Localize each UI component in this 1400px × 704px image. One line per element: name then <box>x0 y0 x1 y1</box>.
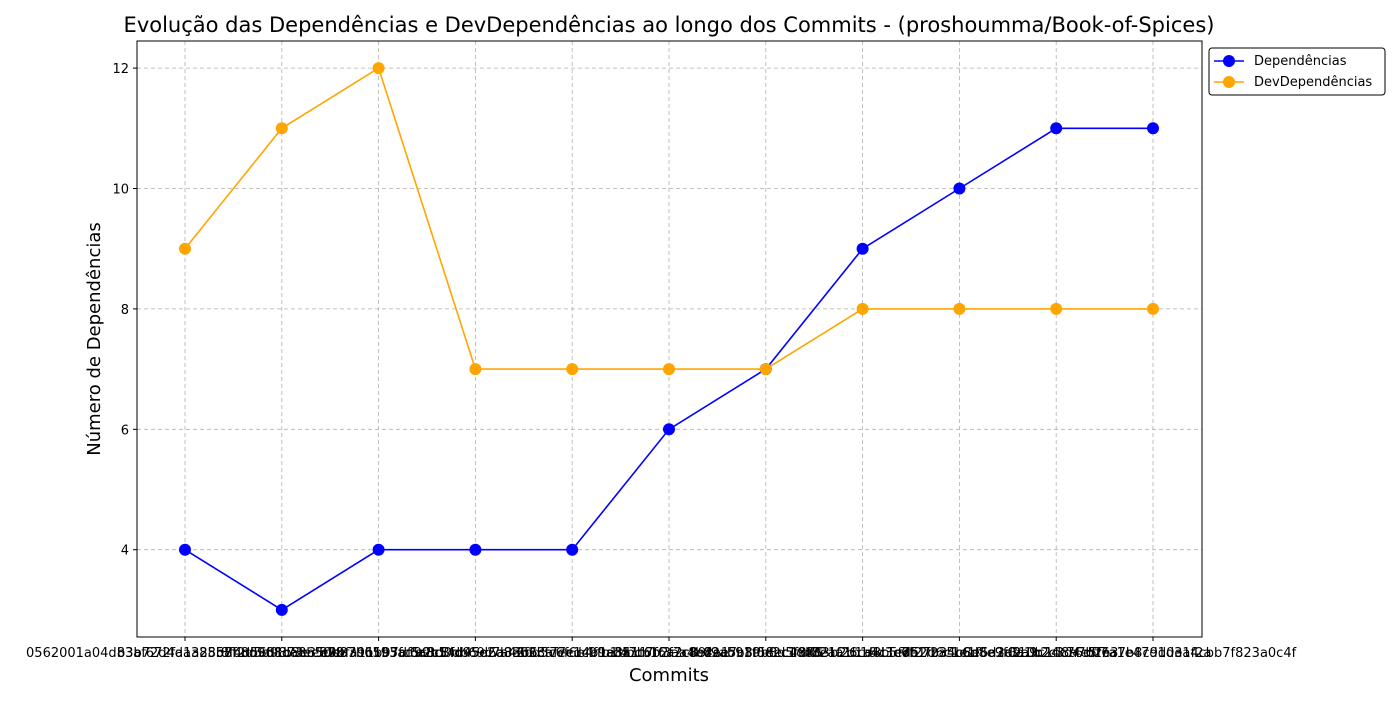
data-point-series-0 <box>856 242 869 255</box>
x-axis-ticks: 0562001a04d83af672fa1a2858f2d5d9873ee878… <box>26 637 1297 661</box>
series-lines <box>179 62 1159 616</box>
x-tick-label: 7b1f2a5c6d8e9f0a1b2c3d4e5f6a7b8c9d0e1f2a <box>901 646 1212 661</box>
data-point-series-0 <box>469 543 482 556</box>
x-tick-label: 2f63af7c1c9fb1bbcb1f3aa4b82a5b8f58ec49d6 <box>516 646 822 661</box>
plot-area-frame <box>136 40 1203 638</box>
legend-box <box>1208 47 1386 96</box>
data-point-series-1 <box>856 302 869 315</box>
data-point-series-0 <box>566 543 579 556</box>
x-tick-label: a2c54d45d6a33b6cf7eed4b1e8a1f6b2f7c8e2a1 <box>415 646 729 661</box>
x-tick-label: d6f3b2b1a4c1ed52d6c1e1f5a3d2a9c1d8a7b2e3 <box>800 646 1118 661</box>
legend-label-dependencias: Dependências <box>1254 54 1347 69</box>
data-point-series-1 <box>759 363 772 376</box>
x-tick-label: 0562001a04d83af672fa1a2858f2d5d9873ee878 <box>26 646 344 661</box>
legend-marker-dependencias <box>1223 55 1235 67</box>
data-point-series-1 <box>275 122 288 135</box>
data-point-series-1 <box>469 363 482 376</box>
x-tick-label: c47b7f6a2c89f9ab91f0e2c1c48e1f26cd8b5f7e <box>613 646 918 661</box>
data-point-series-1 <box>1147 302 1159 315</box>
legend: Dependências DevDependências <box>1208 47 1386 96</box>
data-point-series-0 <box>179 543 191 556</box>
x-tick-label: e9bfa11b97df5c3d0db69c7a46cd5c6f6e4f9a35 <box>320 646 630 661</box>
y-tick-label: 4 <box>121 544 129 559</box>
y-axis-ticks: 4 6 8 10 12 <box>112 62 137 559</box>
data-point-series-1 <box>179 242 191 255</box>
x-tick-label: 4ee7c39b8d5f8f72aa1b16d3e6f27b34b8e6d2a9 <box>704 646 1021 661</box>
legend-label-devdependencias: DevDependências <box>1254 75 1372 90</box>
data-point-series-1 <box>566 363 579 376</box>
x-tick-label: 8f4d56d1b8e35dea39b1b5fc6a8c3fd95e2d8e62 <box>221 646 537 661</box>
y-axis-label: Número de Dependências <box>84 222 105 456</box>
y-tick-label: 6 <box>121 423 129 438</box>
y-tick-label: 12 <box>112 62 129 77</box>
data-point-series-0 <box>1050 122 1063 135</box>
y-tick-label: 10 <box>112 182 129 197</box>
grid-lines <box>137 41 1202 637</box>
data-point-series-1 <box>663 363 675 376</box>
legend-marker-devdependencias <box>1223 76 1235 88</box>
chart-title: Evolução das Dependências e DevDependênc… <box>124 13 1215 37</box>
data-point-series-0 <box>663 423 675 436</box>
y-tick-label: 8 <box>121 303 129 318</box>
x-tick-label: 310b24c76dff7a1e47d1d3a4cbb7f823a0c4f <box>1010 646 1297 661</box>
data-point-series-1 <box>1050 302 1063 315</box>
x-tick-label: b3b72d4da385b7b8d968da8b50b87b6593ad99b1 <box>117 646 447 661</box>
data-point-series-1 <box>953 302 966 315</box>
data-point-series-0 <box>1147 122 1159 135</box>
data-point-series-0 <box>372 543 385 556</box>
data-point-series-1 <box>372 62 385 75</box>
x-axis-label: Commits <box>629 665 709 686</box>
data-point-series-0 <box>953 182 966 195</box>
data-point-series-0 <box>275 603 288 616</box>
